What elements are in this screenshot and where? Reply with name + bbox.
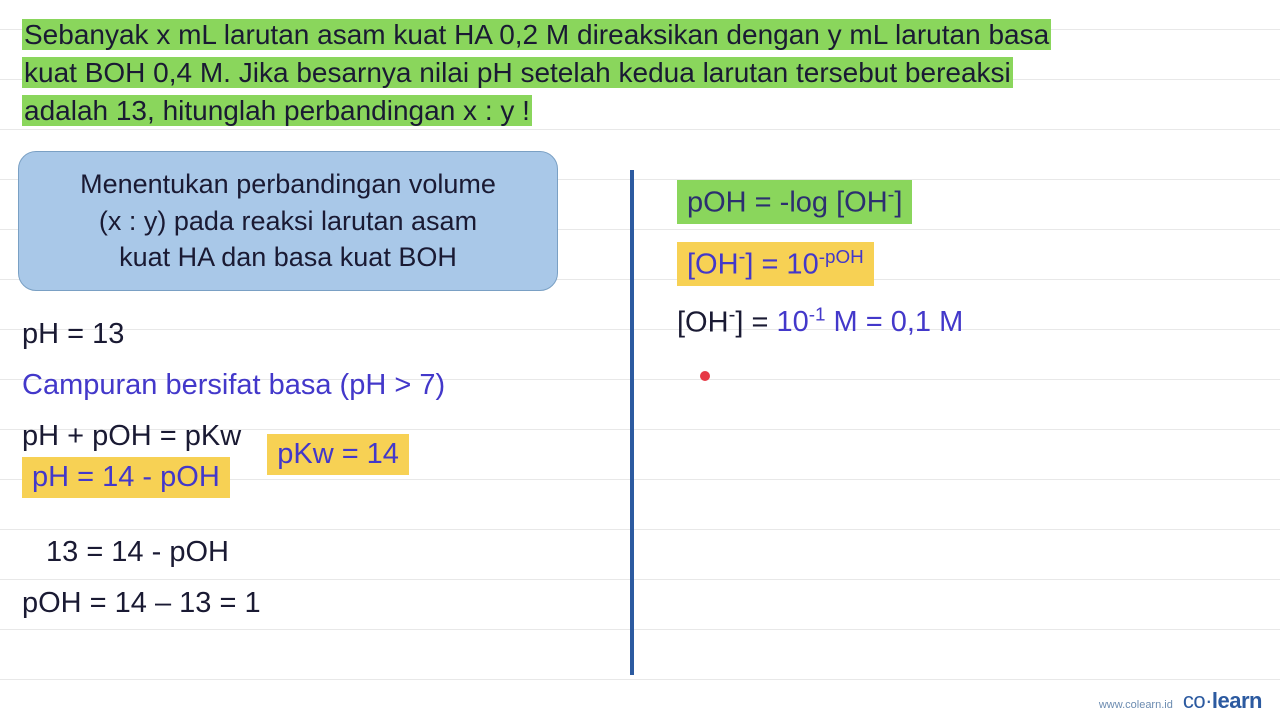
ph-value: pH = 13	[22, 318, 124, 351]
basic-note-line: Campuran bersifat basa (pH > 7)	[18, 360, 633, 411]
objective-line-2: (x : y) pada reaksi larutan asam	[99, 206, 477, 236]
objective-line-1: Menentukan perbandingan volume	[80, 169, 496, 199]
sub-step-1-line: 13 = 14 - pOH	[18, 527, 633, 578]
poh-def-post: ]	[894, 187, 902, 219]
left-column: Menentukan perbandingan volume (x : y) p…	[18, 145, 633, 628]
oh-val-blue: 10-1 M = 0,1 M	[776, 306, 963, 338]
content-wrapper: Sebanyak x mL larutan asam kuat HA 0,2 M…	[0, 0, 1280, 629]
oh-inv-pre: [OH	[687, 249, 739, 281]
oh-inverse-line: [OH-] = 10-pOH	[673, 233, 1262, 295]
footer-site: www.colearn.id	[1099, 699, 1173, 711]
ph-from-poh: pH = 14 - pOH	[22, 457, 230, 498]
question-line-2: kuat BOH 0,4 M. Jika besarnya nilai pH s…	[22, 57, 1013, 88]
sub-step-1: 13 = 14 - pOH	[46, 536, 229, 569]
pkw-sum: pH + pOH = pKw	[22, 420, 241, 453]
brand-pre: co·	[1183, 688, 1212, 713]
footer: www.colearn.id co·learn	[1099, 688, 1262, 714]
footer-brand: co·learn	[1183, 688, 1262, 714]
oh-val-mid: ] =	[735, 306, 776, 338]
sub-step-2-line: pOH = 14 – 13 = 1	[18, 578, 633, 629]
poh-def-pre: pOH = -log [OH	[687, 187, 888, 219]
oh-val-sup2: -1	[809, 304, 826, 325]
right-column: pOH = -log [OH-] [OH-] = 10-pOH [OH-] = …	[633, 145, 1262, 628]
poh-definition-line: pOH = -log [OH-]	[673, 171, 1262, 233]
oh-val-ten: 10	[776, 306, 808, 338]
objective-box: Menentukan perbandingan volume (x : y) p…	[18, 151, 558, 290]
pkw-row: pH + pOH = pKw pH = 14 - pOH pKw = 14	[18, 411, 633, 507]
brand-bold: learn	[1212, 688, 1262, 713]
oh-value-line: [OH-] = 10-1 M = 0,1 M	[673, 295, 1262, 349]
sub-step-2: pOH = 14 – 13 = 1	[22, 587, 261, 620]
oh-val-pre: [OH	[677, 306, 729, 338]
ph-value-line: pH = 13	[18, 309, 633, 360]
poh-definition: pOH = -log [OH-]	[677, 180, 912, 224]
question-block: Sebanyak x mL larutan asam kuat HA 0,2 M…	[0, 0, 1280, 139]
basic-note: Campuran bersifat basa (pH > 7)	[22, 369, 445, 402]
ph-from-poh-line: pH = 14 - pOH	[18, 455, 245, 507]
oh-inv-mid: ] = 10	[745, 249, 818, 281]
two-column-layout: Menentukan perbandingan volume (x : y) p…	[0, 145, 1280, 628]
objective-line-3: kuat HA dan basa kuat BOH	[119, 242, 457, 272]
oh-value: [OH-] = 10-1 M = 0,1 M	[677, 304, 963, 340]
pkw-value-line: pKw = 14	[263, 425, 413, 484]
pkw-value: pKw = 14	[267, 434, 409, 475]
question-line-3: adalah 13, hitunglah perbandingan x : y …	[22, 95, 532, 126]
pkw-sum-line: pH + pOH = pKw	[18, 411, 245, 455]
question-line-1: Sebanyak x mL larutan asam kuat HA 0,2 M…	[22, 19, 1051, 50]
oh-val-post: M = 0,1 M	[825, 306, 963, 338]
oh-inv-sup2: -pOH	[819, 246, 864, 267]
oh-inverse: [OH-] = 10-pOH	[677, 242, 874, 286]
